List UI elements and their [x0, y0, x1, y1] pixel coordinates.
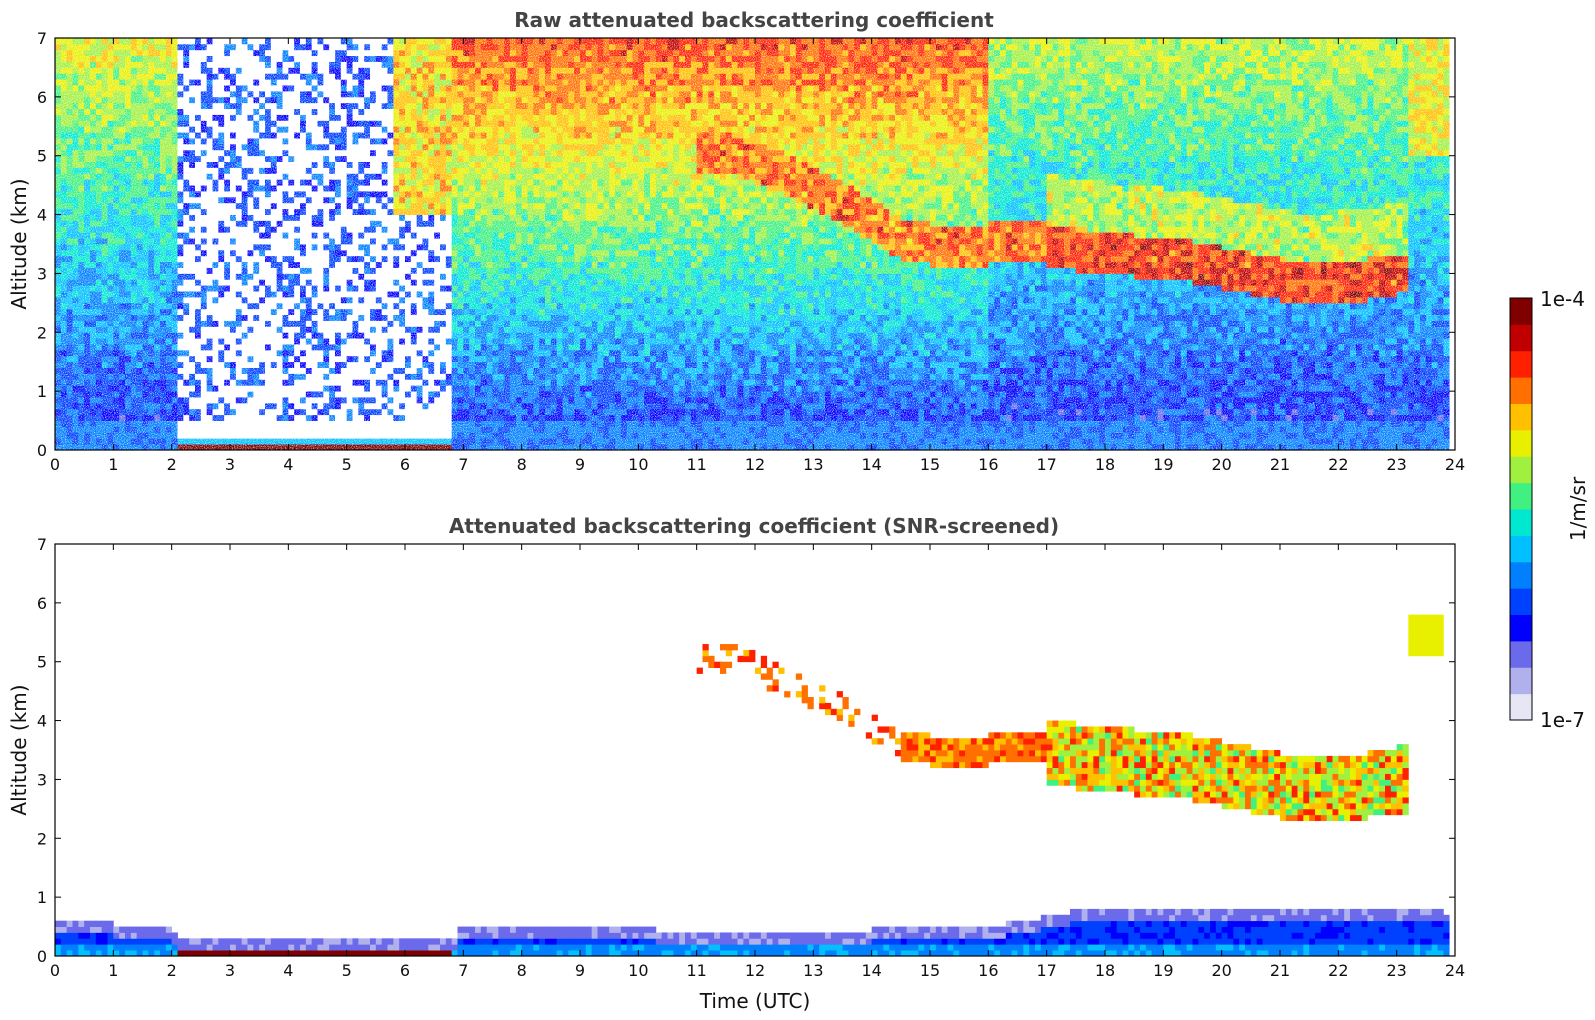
- raw-panel: Raw attenuated backscattering coefficien…: [7, 8, 1465, 474]
- raw-panel-title: Raw attenuated backscattering coefficien…: [514, 8, 994, 32]
